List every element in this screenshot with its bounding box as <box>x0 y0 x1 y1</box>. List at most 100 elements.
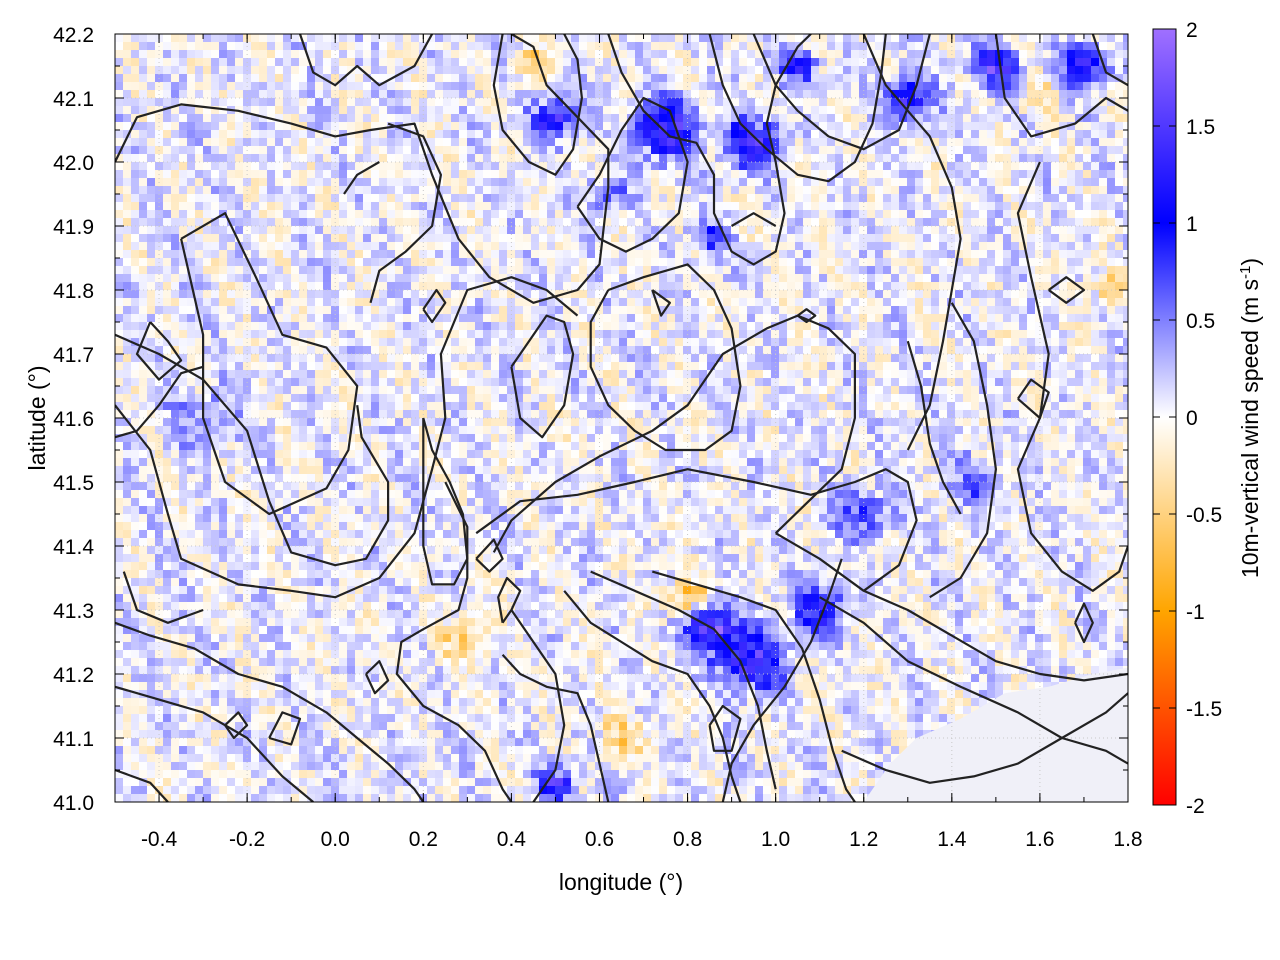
y-tick-label: 41.0 <box>53 792 94 815</box>
contour-line <box>115 333 390 567</box>
contour-line <box>651 570 856 802</box>
y-tick-label: 42.2 <box>53 24 94 47</box>
contour-line <box>422 288 447 324</box>
contour-line <box>775 532 1128 682</box>
contour-line <box>589 263 742 452</box>
colorbar-tick-label: -0.5 <box>1186 504 1222 527</box>
contour-line <box>929 302 997 599</box>
contour-line <box>590 570 777 790</box>
y-tick-label: 41.2 <box>53 664 94 687</box>
contour-line <box>841 692 1128 784</box>
contour-line <box>510 609 566 802</box>
contour-line <box>369 122 442 304</box>
x-tick-label: 0.4 <box>497 828 527 851</box>
x-tick-label: 0.2 <box>409 828 438 851</box>
contour-line <box>819 596 1128 765</box>
colorbar-tick-label: 1 <box>1186 213 1198 236</box>
colorbar-tick-label: -1.5 <box>1186 698 1222 721</box>
y-tick-label: 41.6 <box>53 408 94 431</box>
contour-line <box>115 365 204 439</box>
contour-line <box>607 34 812 266</box>
contour-line <box>224 711 249 740</box>
contour-line <box>115 621 425 802</box>
contour-line <box>395 481 513 802</box>
contour-line <box>576 96 689 253</box>
contour-line <box>268 711 302 746</box>
contour-line <box>797 308 817 324</box>
colorbar: 2 1.5 1 0.5 0 -0.5 -1 -1.5 -2 10m-vertical wind … <box>1152 19 1264 818</box>
colorbar-label-superscript: -1 <box>1237 266 1254 279</box>
contour-line <box>563 590 742 802</box>
wind-speed-field <box>115 34 1128 802</box>
contour-line <box>115 276 579 599</box>
contour-line <box>501 654 610 802</box>
x-tick-label: 1.8 <box>1113 828 1142 851</box>
contour-line <box>906 340 962 515</box>
x-tick-label: 0.8 <box>673 828 702 851</box>
y-tick-label: 42.1 <box>53 88 94 111</box>
contour-line <box>115 768 169 802</box>
x-tick-label: 1.0 <box>761 828 790 851</box>
contour-line <box>721 558 843 802</box>
colorbar-ticks: 2 1.5 1 0.5 0 -0.5 -1 -1.5 -2 <box>1153 19 1222 818</box>
colorbar-label-main: 10m-vertical wind speed (m s <box>1237 279 1263 578</box>
contour-line <box>492 34 583 176</box>
contour-line <box>651 289 671 317</box>
contour-line <box>752 34 931 151</box>
y-tick-label: 41.7 <box>53 344 94 367</box>
colorbar-tick-label: -1 <box>1186 601 1205 624</box>
contour-line <box>708 704 742 752</box>
contour-line <box>731 212 777 227</box>
y-axis-label: latitude (°) <box>24 365 50 470</box>
contour-line <box>1048 276 1086 304</box>
x-tick-label: 0.0 <box>321 828 350 851</box>
contour-line <box>343 161 380 195</box>
colorbar-tick-label: 1.5 <box>1186 116 1215 139</box>
contour-line <box>135 321 183 381</box>
x-axis: -0.4 -0.2 0.0 0.2 0.4 0.6 0.8 1.0 1.2 1.4 1.6 1.8 <box>114 34 1143 851</box>
colorbar-tick-label: 0.5 <box>1186 310 1215 333</box>
y-tick-label: 41.5 <box>53 472 94 495</box>
contour-line <box>475 468 918 592</box>
contour-line <box>180 212 359 516</box>
contour-line <box>492 314 856 553</box>
y-axis: 41.0 41.1 41.2 41.3 41.4 41.5 41.6 41.7 41.8 41.9… <box>53 24 1128 815</box>
contour-line <box>1016 378 1050 420</box>
y-tick-label: 41.4 <box>53 536 94 559</box>
x-tick-label: 1.6 <box>1025 828 1054 851</box>
x-tick-label: 0.6 <box>585 828 614 851</box>
contour-line <box>497 576 522 624</box>
y-tick-label: 41.8 <box>53 280 94 303</box>
contour-line <box>475 538 504 573</box>
contour-line <box>115 34 610 304</box>
contour-line <box>298 34 434 87</box>
colorbar-tick-label: 0 <box>1186 407 1198 430</box>
contour-line <box>510 314 575 439</box>
colorbar-tick-label: -2 <box>1186 795 1205 818</box>
colorbar-tick-label: 2 <box>1186 19 1198 42</box>
contour-line <box>994 34 1128 138</box>
contour-line <box>422 417 469 586</box>
sea-area <box>863 667 1128 802</box>
contour-line <box>122 571 204 624</box>
contour-line <box>365 660 390 695</box>
colorbar-label: 10m-vertical wind speed (m s-1) <box>1237 258 1264 578</box>
y-tick-label: 41.9 <box>53 216 94 239</box>
y-tick-label: 41.3 <box>53 600 94 623</box>
contour-line <box>1091 34 1128 87</box>
contour-line <box>1016 161 1128 592</box>
y-tick-label: 42.0 <box>53 152 94 175</box>
x-axis-label: longitude (°) <box>559 869 683 895</box>
y-tick-label: 41.1 <box>53 728 94 751</box>
contour-line <box>1074 602 1094 644</box>
contour-line <box>862 34 962 451</box>
plot-area <box>114 33 1129 803</box>
colorbar-label-suffix: ) <box>1237 258 1263 266</box>
contour-lines <box>115 34 1128 802</box>
x-tick-label: 1.4 <box>937 828 967 851</box>
x-tick-label: -0.2 <box>229 828 265 851</box>
x-tick-label: 1.2 <box>849 828 878 851</box>
contour-line <box>708 34 887 183</box>
x-tick-label: -0.4 <box>141 828 178 851</box>
